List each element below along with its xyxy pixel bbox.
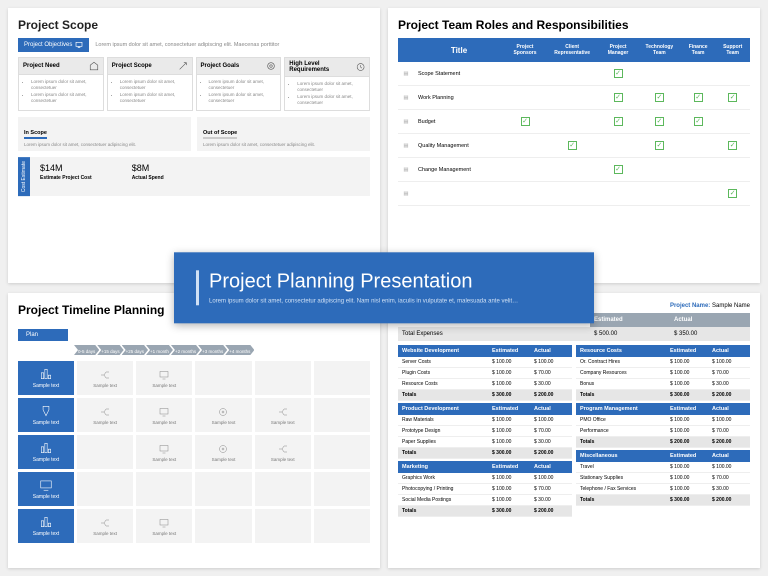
scope-card: Project NeedLorem ipsum dolor sit amet, … [18, 57, 104, 111]
timeline-cell: Sample text [77, 509, 133, 543]
timeline-cell: Sample text [136, 509, 192, 543]
timeline-cell [314, 361, 370, 395]
timeline-cell [195, 509, 251, 543]
timeline-cell: Sample text [77, 398, 133, 432]
timeline-cell [195, 472, 251, 506]
roles-title: Project Team Roles and Responsibilities [398, 18, 750, 32]
timeline-grid: Sample textSample textSample textSample … [18, 361, 370, 543]
slide-roles: Project Team Roles and Responsibilities … [388, 8, 760, 283]
timeline-cell [255, 361, 311, 395]
presentation-icon [75, 41, 83, 49]
cost-tab: Cost Estimate [18, 157, 30, 196]
timeline-cell: Sample text [195, 398, 251, 432]
budget-section: Website DevelopmentEstimatedActualServer… [398, 345, 572, 401]
plan-tab: Plan [18, 329, 68, 341]
budget-section: MiscellaneousEstimatedActualTravel$ 100.… [576, 450, 750, 506]
timeline-cell: Sample text [255, 435, 311, 469]
budget-section: Resource CostsEstimatedActualOr. Contrac… [576, 345, 750, 401]
roles-table: TitleProject SponsorsClient Representati… [398, 38, 750, 206]
timeline-row-label: Sample text [18, 509, 74, 543]
budget-columns: Website DevelopmentEstimatedActualServer… [398, 345, 750, 519]
timeline-chevrons: 0-5 days+15 days+25 days+1 month+2 month… [74, 345, 370, 355]
scope-cards: Project NeedLorem ipsum dolor sit amet, … [18, 57, 370, 111]
timeline-cell [314, 472, 370, 506]
scope-card: High Level RequirementsLorem ipsum dolor… [284, 57, 370, 111]
banner-title: Project Planning Presentation [209, 270, 572, 293]
banner-subtitle: Lorem ipsum dolor sit amet, consectetur … [209, 297, 572, 305]
budget-section: MarketingEstimatedActualGraphics Work$ 1… [398, 461, 572, 517]
timeline-cell: Sample text [195, 435, 251, 469]
objectives-text: Lorem ipsum dolor sit amet, consectetuer… [95, 42, 279, 48]
timeline-cell: Sample text [136, 361, 192, 395]
scope-card: Project GoalsLorem ipsum dolor sit amet,… [196, 57, 282, 111]
timeline-cell [314, 509, 370, 543]
timeline-cell [136, 472, 192, 506]
timeline-cell: Sample text [255, 398, 311, 432]
slide-timeline: Project Timeline Planning Plan 0-5 days+… [8, 293, 380, 568]
timeline-cell [195, 361, 251, 395]
timeline-cell [77, 472, 133, 506]
timeline-cell [314, 398, 370, 432]
budget-section: Product DevelopmentEstimatedActualRaw Ma… [398, 403, 572, 459]
in-out-scope: In Scope Lorem ipsum dolor sit amet, con… [18, 117, 370, 151]
scope-title: Project Scope [18, 18, 370, 32]
timeline-row-label: Sample text [18, 472, 74, 506]
slide-budget: Project Name: Sample Name EstimatedActua… [388, 293, 760, 568]
in-scope-box: In Scope Lorem ipsum dolor sit amet, con… [18, 117, 191, 151]
out-scope-box: Out of Scope Lorem ipsum dolor sit amet,… [197, 117, 370, 151]
objectives-tab: Project Objectives [18, 38, 89, 52]
timeline-cell: Sample text [136, 435, 192, 469]
timeline-cell: Sample text [136, 398, 192, 432]
timeline-cell [77, 435, 133, 469]
slide-project-scope: Project Scope Project Objectives Lorem i… [8, 8, 380, 283]
timeline-row-label: Sample text [18, 435, 74, 469]
timeline-cell: Sample text [77, 361, 133, 395]
objectives-bar: Project Objectives Lorem ipsum dolor sit… [18, 38, 370, 52]
timeline-cell [314, 435, 370, 469]
timeline-row-label: Sample text [18, 361, 74, 395]
timeline-row-label: Sample text [18, 398, 74, 432]
scope-card: Project ScopeLorem ipsum dolor sit amet,… [107, 57, 193, 111]
title-banner: Project Planning Presentation Lorem ipsu… [174, 252, 594, 323]
cost-estimate: Cost Estimate $14MEstimate Project Cost$… [18, 157, 370, 196]
budget-section: Program ManagementEstimatedActualPMO Off… [576, 403, 750, 448]
timeline-cell [255, 509, 311, 543]
timeline-cell [255, 472, 311, 506]
